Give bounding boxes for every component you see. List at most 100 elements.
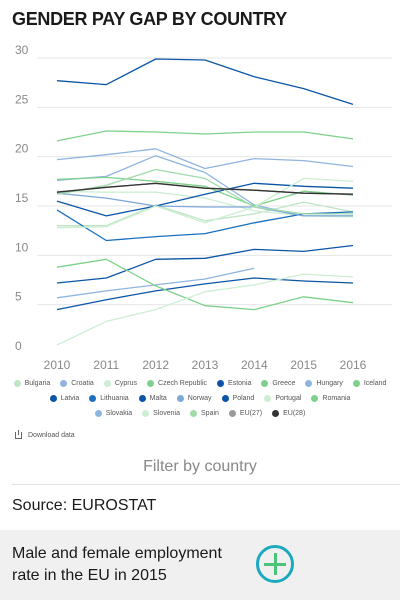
legend-item-portugal[interactable]: Portugal bbox=[264, 395, 301, 402]
series-line-cyprus[interactable] bbox=[56, 190, 354, 218]
legend-label: Slovenia bbox=[153, 410, 181, 417]
series-line-spain[interactable] bbox=[56, 168, 353, 215]
legend-label: Latvia bbox=[60, 395, 80, 402]
legend-label: Iceland bbox=[363, 380, 387, 387]
legend-label: Portugal bbox=[275, 395, 302, 402]
source-text: Source: EUROSTAT bbox=[12, 497, 157, 514]
legend-label: Slovakia bbox=[105, 410, 133, 417]
related-article-title[interactable]: Male and female employment rate in the E… bbox=[12, 545, 222, 584]
y-tick-label: 0 bbox=[15, 339, 22, 353]
y-tick-label: 20 bbox=[15, 142, 29, 156]
legend-label: Malta bbox=[149, 395, 167, 402]
y-tick-label: 30 bbox=[15, 43, 29, 57]
x-tick-label: 2013 bbox=[192, 358, 219, 372]
legend-swatch bbox=[176, 395, 184, 402]
legend-item-norway[interactable]: Norway bbox=[176, 395, 212, 402]
filter-by-country-button[interactable]: Filter by country bbox=[143, 458, 257, 475]
line-chart: 0 5 10 15 20 25 30 2010 2011 2012 2013 2014 2015 2016 bbox=[15, 43, 392, 372]
y-tick-label: 15 bbox=[15, 191, 29, 205]
legend-item-slovakia[interactable]: Slovakia bbox=[94, 410, 133, 417]
legend-swatch bbox=[305, 380, 313, 387]
x-tick-label: 2014 bbox=[241, 358, 268, 372]
legend-item-cyprus[interactable]: Cyprus bbox=[103, 380, 138, 387]
legend-label: Croatia bbox=[71, 380, 94, 387]
legend-item-greece[interactable]: Greece bbox=[261, 380, 295, 387]
legend-item-hungary[interactable]: Hungary bbox=[305, 380, 343, 387]
legend-label: Bulgaria bbox=[24, 380, 51, 387]
series-line-malta[interactable] bbox=[56, 244, 354, 284]
series-line-norway[interactable] bbox=[56, 192, 353, 217]
legend-item-bulgaria[interactable]: Bulgaria bbox=[13, 380, 51, 387]
legend-swatch bbox=[264, 395, 272, 402]
legend-label: Lithuania bbox=[100, 395, 129, 402]
legend-item-spain[interactable]: Spain bbox=[190, 410, 219, 417]
legend-swatch bbox=[89, 395, 97, 402]
series-line-slovakia[interactable] bbox=[56, 148, 354, 170]
legend-item-malta[interactable]: Malta bbox=[138, 395, 167, 402]
legend-swatch bbox=[142, 410, 150, 417]
legend-label: Poland bbox=[232, 395, 255, 402]
x-tick-label: 2010 bbox=[44, 358, 71, 372]
legend-swatch bbox=[49, 395, 57, 402]
legend-swatch bbox=[261, 380, 269, 387]
legend-swatch bbox=[221, 395, 229, 402]
series-line-iceland[interactable] bbox=[56, 176, 354, 207]
legend-swatch bbox=[190, 410, 198, 417]
legend: Bulgaria Croatia Cyprus Czech Republic Eston… bbox=[8, 380, 392, 425]
x-tick-label: 2012 bbox=[142, 358, 169, 372]
legend-swatch bbox=[272, 410, 280, 417]
y-tick-label: 10 bbox=[15, 240, 29, 254]
legend-swatch bbox=[311, 395, 319, 402]
divider bbox=[12, 484, 400, 485]
x-tick-label: 2016 bbox=[340, 358, 367, 372]
series-line-croatia[interactable] bbox=[56, 267, 255, 299]
series-line-bulgaria[interactable] bbox=[57, 201, 354, 227]
y-tick-label: 5 bbox=[15, 290, 22, 304]
series-line-poland[interactable] bbox=[56, 277, 354, 311]
legend-item-eu-28[interactable]: EU(28) bbox=[272, 410, 305, 417]
chart-title: GENDER PAY GAP BY COUNTRY bbox=[12, 9, 287, 29]
legend-item-czech-republic[interactable]: Czech Republic bbox=[147, 380, 207, 387]
legend-item-iceland[interactable]: Iceland bbox=[352, 380, 387, 387]
legend-swatch bbox=[60, 380, 68, 387]
series-line-latvia[interactable] bbox=[56, 182, 354, 217]
legend-item-poland[interactable]: Poland bbox=[221, 395, 255, 402]
legend-label: Cyprus bbox=[114, 380, 138, 387]
legend-swatch bbox=[103, 380, 111, 387]
series-line-portugal[interactable] bbox=[56, 177, 354, 229]
legend-label: Hungary bbox=[316, 380, 343, 387]
series-line-estonia[interactable] bbox=[56, 58, 354, 106]
legend-item-croatia[interactable]: Croatia bbox=[60, 380, 94, 387]
legend-swatch bbox=[228, 410, 236, 417]
x-tick-label: 2015 bbox=[290, 358, 317, 372]
y-tick-label: 25 bbox=[15, 92, 29, 106]
legend-label: Greece bbox=[272, 380, 296, 387]
plus-circle-icon[interactable] bbox=[256, 545, 294, 583]
legend-item-estonia[interactable]: Estonia bbox=[217, 380, 251, 387]
download-icon bbox=[15, 430, 22, 439]
legend-item-romania[interactable]: Romania bbox=[311, 395, 350, 402]
legend-label: Estonia bbox=[228, 380, 252, 387]
legend-item-lithuania[interactable]: Lithuania bbox=[89, 395, 129, 402]
legend-swatch bbox=[217, 380, 225, 387]
series-line-romania[interactable] bbox=[56, 258, 354, 311]
legend-item-latvia[interactable]: Latvia bbox=[49, 395, 80, 402]
legend-label: Romania bbox=[322, 395, 351, 402]
legend-label: Spain bbox=[201, 410, 219, 417]
legend-item-slovenia[interactable]: Slovenia bbox=[142, 410, 180, 417]
legend-label: Czech Republic bbox=[158, 380, 208, 387]
download-data-button[interactable]: Download data bbox=[15, 430, 75, 439]
legend-item-eu-27[interactable]: EU(27) bbox=[228, 410, 263, 417]
series-line-czech-republic[interactable] bbox=[56, 130, 354, 142]
download-data-label: Download data bbox=[28, 432, 75, 439]
series-line-eu-28[interactable] bbox=[56, 182, 354, 195]
legend-label: Norway bbox=[187, 395, 212, 402]
legend-label: EU(27) bbox=[239, 410, 263, 417]
legend-swatch bbox=[94, 410, 102, 417]
legend-label: EU(28) bbox=[283, 410, 306, 417]
related-article-card[interactable]: Male and female employment rate in the E… bbox=[0, 530, 400, 600]
legend-swatch bbox=[352, 380, 360, 387]
series-line-slovenia[interactable] bbox=[56, 273, 354, 346]
legend-swatch bbox=[13, 380, 21, 387]
x-tick-label: 2011 bbox=[93, 358, 119, 372]
